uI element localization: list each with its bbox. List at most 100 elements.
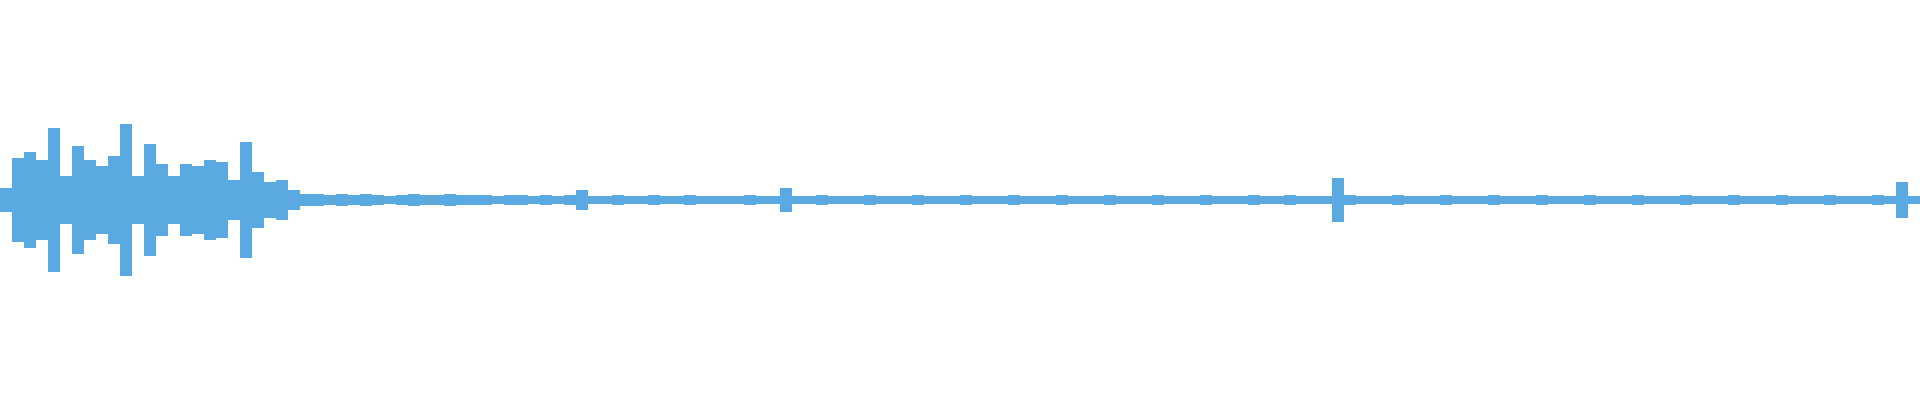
waveform-segment bbox=[1896, 182, 1908, 218]
waveform-segment bbox=[1200, 195, 1212, 205]
waveform-segment bbox=[1632, 195, 1644, 205]
waveform-segment bbox=[192, 166, 204, 234]
waveform-segment bbox=[1116, 196, 1128, 204]
waveform-segment bbox=[1080, 196, 1092, 204]
waveform-segment bbox=[600, 196, 612, 204]
waveform-segment bbox=[1464, 196, 1476, 204]
waveform-segment bbox=[900, 196, 912, 204]
waveform-segment bbox=[1356, 196, 1368, 204]
waveform-segment bbox=[816, 195, 828, 205]
waveform-segment bbox=[12, 158, 24, 242]
waveform-segment bbox=[756, 196, 768, 204]
waveform-segment bbox=[1332, 178, 1344, 222]
waveform-segment bbox=[840, 196, 852, 204]
waveform-segment bbox=[60, 176, 72, 224]
waveform-segment bbox=[1680, 195, 1692, 205]
waveform-segment bbox=[1152, 195, 1164, 205]
waveform-segment bbox=[444, 194, 456, 206]
waveform-segment bbox=[1380, 196, 1392, 204]
waveform-segment bbox=[876, 196, 888, 204]
waveform-segment bbox=[744, 195, 756, 205]
waveform-segment bbox=[1860, 196, 1872, 204]
waveform-segment bbox=[1524, 196, 1536, 204]
waveform-segment bbox=[684, 195, 696, 205]
waveform-segment bbox=[1308, 196, 1320, 204]
waveform-segment bbox=[792, 196, 804, 204]
waveform-segment bbox=[1704, 196, 1716, 204]
waveform-segment bbox=[864, 195, 876, 205]
waveform-segment bbox=[1740, 196, 1752, 204]
waveform-segment bbox=[888, 196, 900, 204]
waveform-segment bbox=[1656, 196, 1668, 204]
waveform-segment bbox=[960, 195, 972, 205]
waveform-segment bbox=[732, 196, 744, 204]
waveform-segment bbox=[120, 124, 132, 276]
waveform-segment bbox=[1392, 195, 1404, 205]
waveform-segment bbox=[1644, 196, 1656, 204]
waveform-segment bbox=[108, 156, 120, 244]
waveform-segment bbox=[312, 194, 324, 206]
waveform-segment bbox=[1296, 196, 1308, 204]
waveform-segment bbox=[456, 195, 468, 205]
waveform-segment bbox=[1824, 195, 1836, 205]
waveform-segment bbox=[1596, 196, 1608, 204]
waveform-segment bbox=[180, 164, 192, 236]
waveform-segment bbox=[804, 196, 816, 204]
waveform-segment bbox=[936, 196, 948, 204]
waveform-segment bbox=[36, 160, 48, 240]
waveform-segment bbox=[396, 195, 408, 205]
waveform-segment bbox=[276, 180, 288, 220]
waveform-segment bbox=[912, 195, 924, 205]
waveform-segment bbox=[852, 196, 864, 204]
waveform-segment bbox=[48, 128, 60, 272]
waveform-segment bbox=[1320, 196, 1332, 204]
waveform-segment bbox=[288, 190, 300, 210]
waveform-segment bbox=[552, 196, 564, 204]
waveform-segment bbox=[1692, 196, 1704, 204]
waveform-segment bbox=[1560, 196, 1572, 204]
waveform-segment bbox=[1188, 196, 1200, 204]
waveform-segment bbox=[408, 194, 420, 206]
waveform-segment bbox=[1620, 196, 1632, 204]
waveform-segment bbox=[1512, 196, 1524, 204]
waveform-segment bbox=[612, 195, 624, 205]
waveform-segment bbox=[540, 195, 552, 205]
waveform-segment bbox=[1776, 195, 1788, 205]
waveform-segment bbox=[348, 195, 360, 205]
waveform-segment bbox=[1272, 196, 1284, 204]
waveform-segment bbox=[24, 152, 36, 248]
waveform-segment bbox=[516, 195, 528, 205]
waveform-segment bbox=[504, 195, 516, 205]
waveform-segment bbox=[384, 196, 396, 204]
waveform-segment bbox=[360, 194, 372, 206]
waveform-segment bbox=[264, 182, 276, 218]
waveform-segment bbox=[1476, 196, 1488, 204]
waveform-segment bbox=[1764, 196, 1776, 204]
waveform-segment bbox=[528, 196, 540, 204]
waveform-segment bbox=[1500, 196, 1512, 204]
waveform-segment bbox=[1260, 196, 1272, 204]
waveform-segment bbox=[720, 196, 732, 204]
waveform-segment bbox=[468, 195, 480, 205]
waveform-segment bbox=[1572, 196, 1584, 204]
waveform-segment bbox=[1428, 196, 1440, 204]
waveform-segment bbox=[420, 195, 432, 205]
waveform-segment bbox=[96, 166, 108, 234]
waveform-segment bbox=[432, 195, 444, 205]
waveform-segment bbox=[1104, 195, 1116, 205]
waveform-segment bbox=[1020, 196, 1032, 204]
waveform-segment bbox=[168, 176, 180, 224]
waveform-segment bbox=[984, 196, 996, 204]
waveform-segment bbox=[564, 195, 576, 205]
waveform-segment bbox=[1788, 196, 1800, 204]
waveform-segment bbox=[1800, 196, 1812, 204]
waveform-segment bbox=[1284, 195, 1296, 205]
waveform-segment bbox=[1056, 195, 1068, 205]
waveform-segment bbox=[948, 196, 960, 204]
waveform-segment bbox=[144, 144, 156, 256]
waveform-segment bbox=[1068, 196, 1080, 204]
waveform-segment bbox=[624, 196, 636, 204]
waveform-segment bbox=[780, 188, 792, 212]
